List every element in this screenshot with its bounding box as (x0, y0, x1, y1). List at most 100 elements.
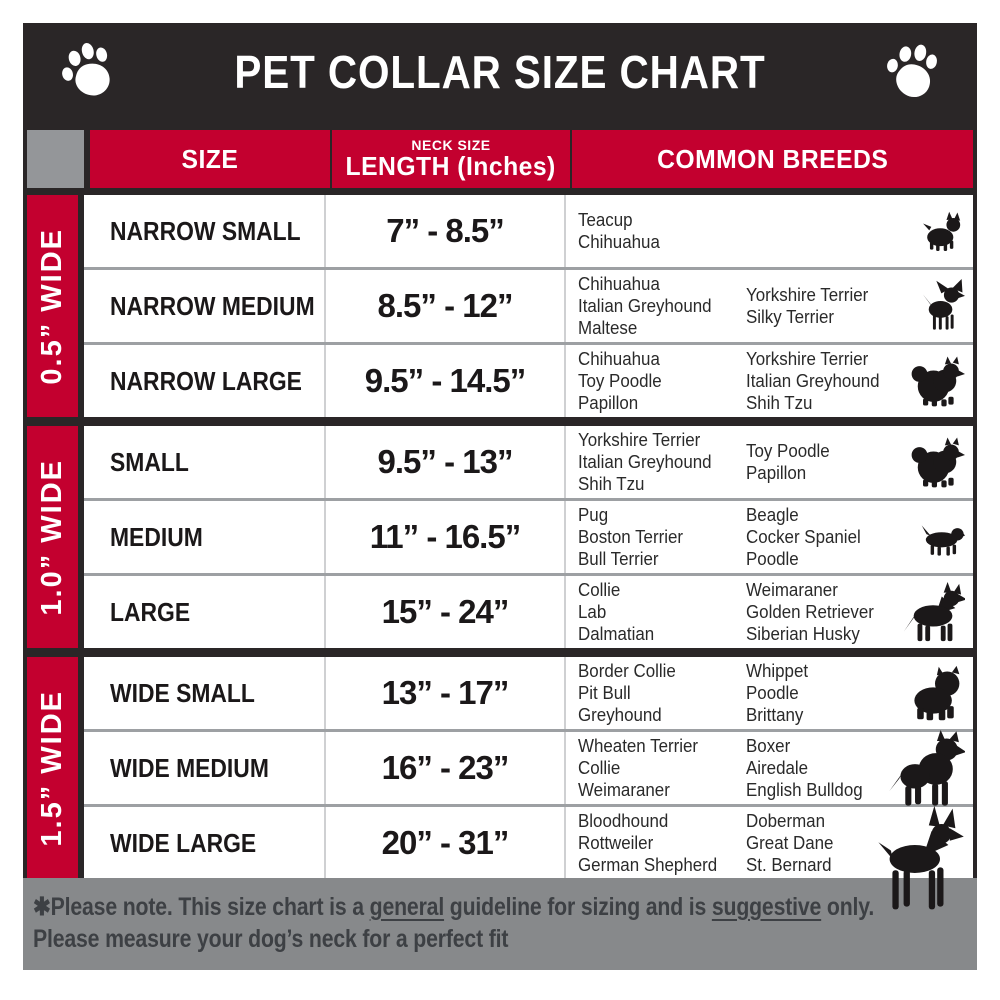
divider (564, 657, 566, 729)
group-rows: NARROW SMALL 7” - 8.5” Teacup Chihuahua N… (84, 195, 973, 417)
size-cell: WIDE SMALL (110, 677, 255, 708)
breed-item: Collie (578, 580, 621, 600)
divider (324, 807, 326, 879)
paw-icon (876, 36, 948, 108)
breeds-col2: Toy Poodle Papillon (746, 440, 959, 484)
table-row: WIDE LARGE 20” - 31” Bloodhound Rottweile… (84, 804, 973, 879)
footer-text: ✱Please note. This size chart is a gener… (33, 891, 980, 955)
table-row: MEDIUM 11” - 16.5” Pug Boston Terrier Bull… (84, 498, 973, 573)
breed-item: Papillon (746, 463, 807, 483)
length-cell-wrap: 16” - 23” (326, 732, 564, 804)
divider (324, 270, 326, 342)
neck-size-label: NECK SIZE (411, 136, 491, 153)
length-cell-wrap: 11” - 16.5” (326, 501, 564, 573)
length-cell-wrap: 9.5” - 14.5” (326, 345, 564, 417)
breeds-col1: Collie Lab Dalmatian (578, 579, 736, 645)
breeds-col2: Beagle Cocker Spaniel Poodle (746, 504, 959, 570)
spaniel-icon (921, 515, 965, 559)
breed-item: Whippet (746, 661, 809, 681)
breeds-cell: Chihuahua Italian Greyhound Maltese Yorksh… (566, 270, 973, 342)
breeds-cell: Chihuahua Toy Poodle Papillon Yorkshire Te… (566, 345, 973, 417)
width-group: 1.0” WIDE SMALL 9.5” - 13” Yorkshire Ter… (27, 417, 973, 648)
length-cell: 7” - 8.5” (386, 212, 505, 249)
column-header-breeds: COMMON BREEDS (572, 130, 973, 188)
breed-item: Bloodhound (578, 811, 669, 831)
breed-item: Bull Terrier (578, 549, 659, 569)
breed-item: Golden Retriever (746, 602, 874, 622)
breeds-col2: Boxer Airedale English Bulldog (746, 735, 959, 801)
width-label: 1.5” WIDE (36, 689, 68, 847)
divider (564, 270, 566, 342)
breed-item: Shih Tzu (746, 393, 813, 413)
breeds-col2: Whippet Poodle Brittany (746, 660, 959, 726)
size-cell-wrap: WIDE LARGE (84, 807, 324, 879)
divider (324, 345, 326, 417)
size-cell: LARGE (110, 596, 191, 627)
size-cell-wrap: NARROW LARGE (84, 345, 324, 417)
breeds-cell: Pug Boston Terrier Bull Terrier Beagle Cock… (566, 501, 973, 573)
table-row: NARROW SMALL 7” - 8.5” Teacup Chihuahua (84, 195, 973, 267)
divider (564, 807, 566, 879)
group-rows: SMALL 9.5” - 13” Yorkshire Terrier Italia… (84, 426, 973, 648)
width-label: 1.0” WIDE (36, 458, 68, 616)
size-cell-wrap: LARGE (84, 576, 324, 648)
pekingese-icon (909, 434, 965, 490)
breed-item: Pug (578, 505, 609, 525)
length-cell: 11” - 16.5” (369, 518, 521, 555)
table-row: NARROW LARGE 9.5” - 14.5” Chihuahua Toy P… (84, 342, 973, 417)
size-cell: SMALL (110, 446, 189, 477)
length-cell-wrap: 13” - 17” (326, 657, 564, 729)
divider (564, 576, 566, 648)
breeds-col2: Weimaraner Golden Retriever Siberian Husky (746, 579, 959, 645)
footer-line2: Please measure your dog’s neck for a per… (33, 925, 509, 953)
size-cell-wrap: SMALL (84, 426, 324, 498)
breed-item: Boston Terrier (578, 527, 684, 547)
footer-line1: ✱Please note. This size chart is a gener… (33, 891, 980, 923)
breed-item: Cocker Spaniel (746, 527, 861, 547)
breeds-col2: Doberman Great Dane St. Bernard (746, 810, 959, 876)
pitbull-icon (887, 730, 965, 808)
breeds-cell: Bloodhound Rottweiler German Shepherd Dobe… (566, 807, 973, 879)
chihuahua-icon (911, 279, 965, 333)
length-cell-wrap: 8.5” - 12” (326, 270, 564, 342)
size-cell-wrap: NARROW MEDIUM (84, 270, 324, 342)
width-sidebar: 0.5” WIDE (27, 195, 84, 417)
breed-item: Shih Tzu (578, 474, 645, 494)
breed-item: Border Collie (578, 661, 676, 681)
shepherd-dog-icon (903, 581, 965, 643)
breed-item: Dalmatian (578, 624, 655, 644)
breeds-col2: Yorkshire Terrier Silky Terrier (746, 284, 959, 328)
table-row: WIDE SMALL 13” - 17” Border Collie Pit Bu… (84, 657, 973, 729)
breed-item: Chihuahua (578, 349, 660, 369)
breeds-col1: Pug Boston Terrier Bull Terrier (578, 504, 736, 570)
length-cell: 9.5” - 13” (377, 443, 514, 480)
breeds-col2: Yorkshire Terrier Italian Greyhound Shih T… (746, 348, 959, 414)
breed-item: Brittany (746, 705, 804, 725)
width-sidebar: 1.5” WIDE (27, 657, 84, 879)
size-cell-wrap: WIDE SMALL (84, 657, 324, 729)
breeds-cell: Border Collie Pit Bull Greyhound Whippet Po… (566, 657, 973, 729)
size-cell-wrap: MEDIUM (84, 501, 324, 573)
breed-item: Wheaten Terrier (578, 736, 699, 756)
divider (570, 130, 572, 188)
width-label: 0.5” WIDE (36, 227, 68, 385)
breed-item: German Shepherd (578, 855, 718, 875)
size-cell: NARROW LARGE (110, 365, 302, 396)
breeds-cell: Collie Lab Dalmatian Weimaraner Golden Retr… (566, 576, 973, 648)
footer-text-segment: ✱Please note. This size chart is a (33, 893, 370, 921)
divider (324, 732, 326, 804)
length-label: LENGTH (Inches) (345, 150, 557, 181)
breed-item: Papillon (578, 393, 639, 413)
length-cell: 13” - 17” (381, 674, 510, 711)
table-row: LARGE 15” - 24” Collie Lab Dalmatian Weima… (84, 573, 973, 648)
breeds-col1: Teacup Chihuahua (578, 209, 736, 253)
size-cell: MEDIUM (110, 521, 203, 552)
breed-item: Yorkshire Terrier (578, 430, 701, 450)
divider (330, 130, 332, 188)
breeds-col1: Yorkshire Terrier Italian Greyhound Shih T… (578, 429, 736, 495)
length-cell-wrap: 9.5” - 13” (326, 426, 564, 498)
divider (564, 501, 566, 573)
pomeranian-icon (909, 353, 965, 409)
divider (324, 426, 326, 498)
breed-item: Toy Poodle (746, 441, 830, 461)
